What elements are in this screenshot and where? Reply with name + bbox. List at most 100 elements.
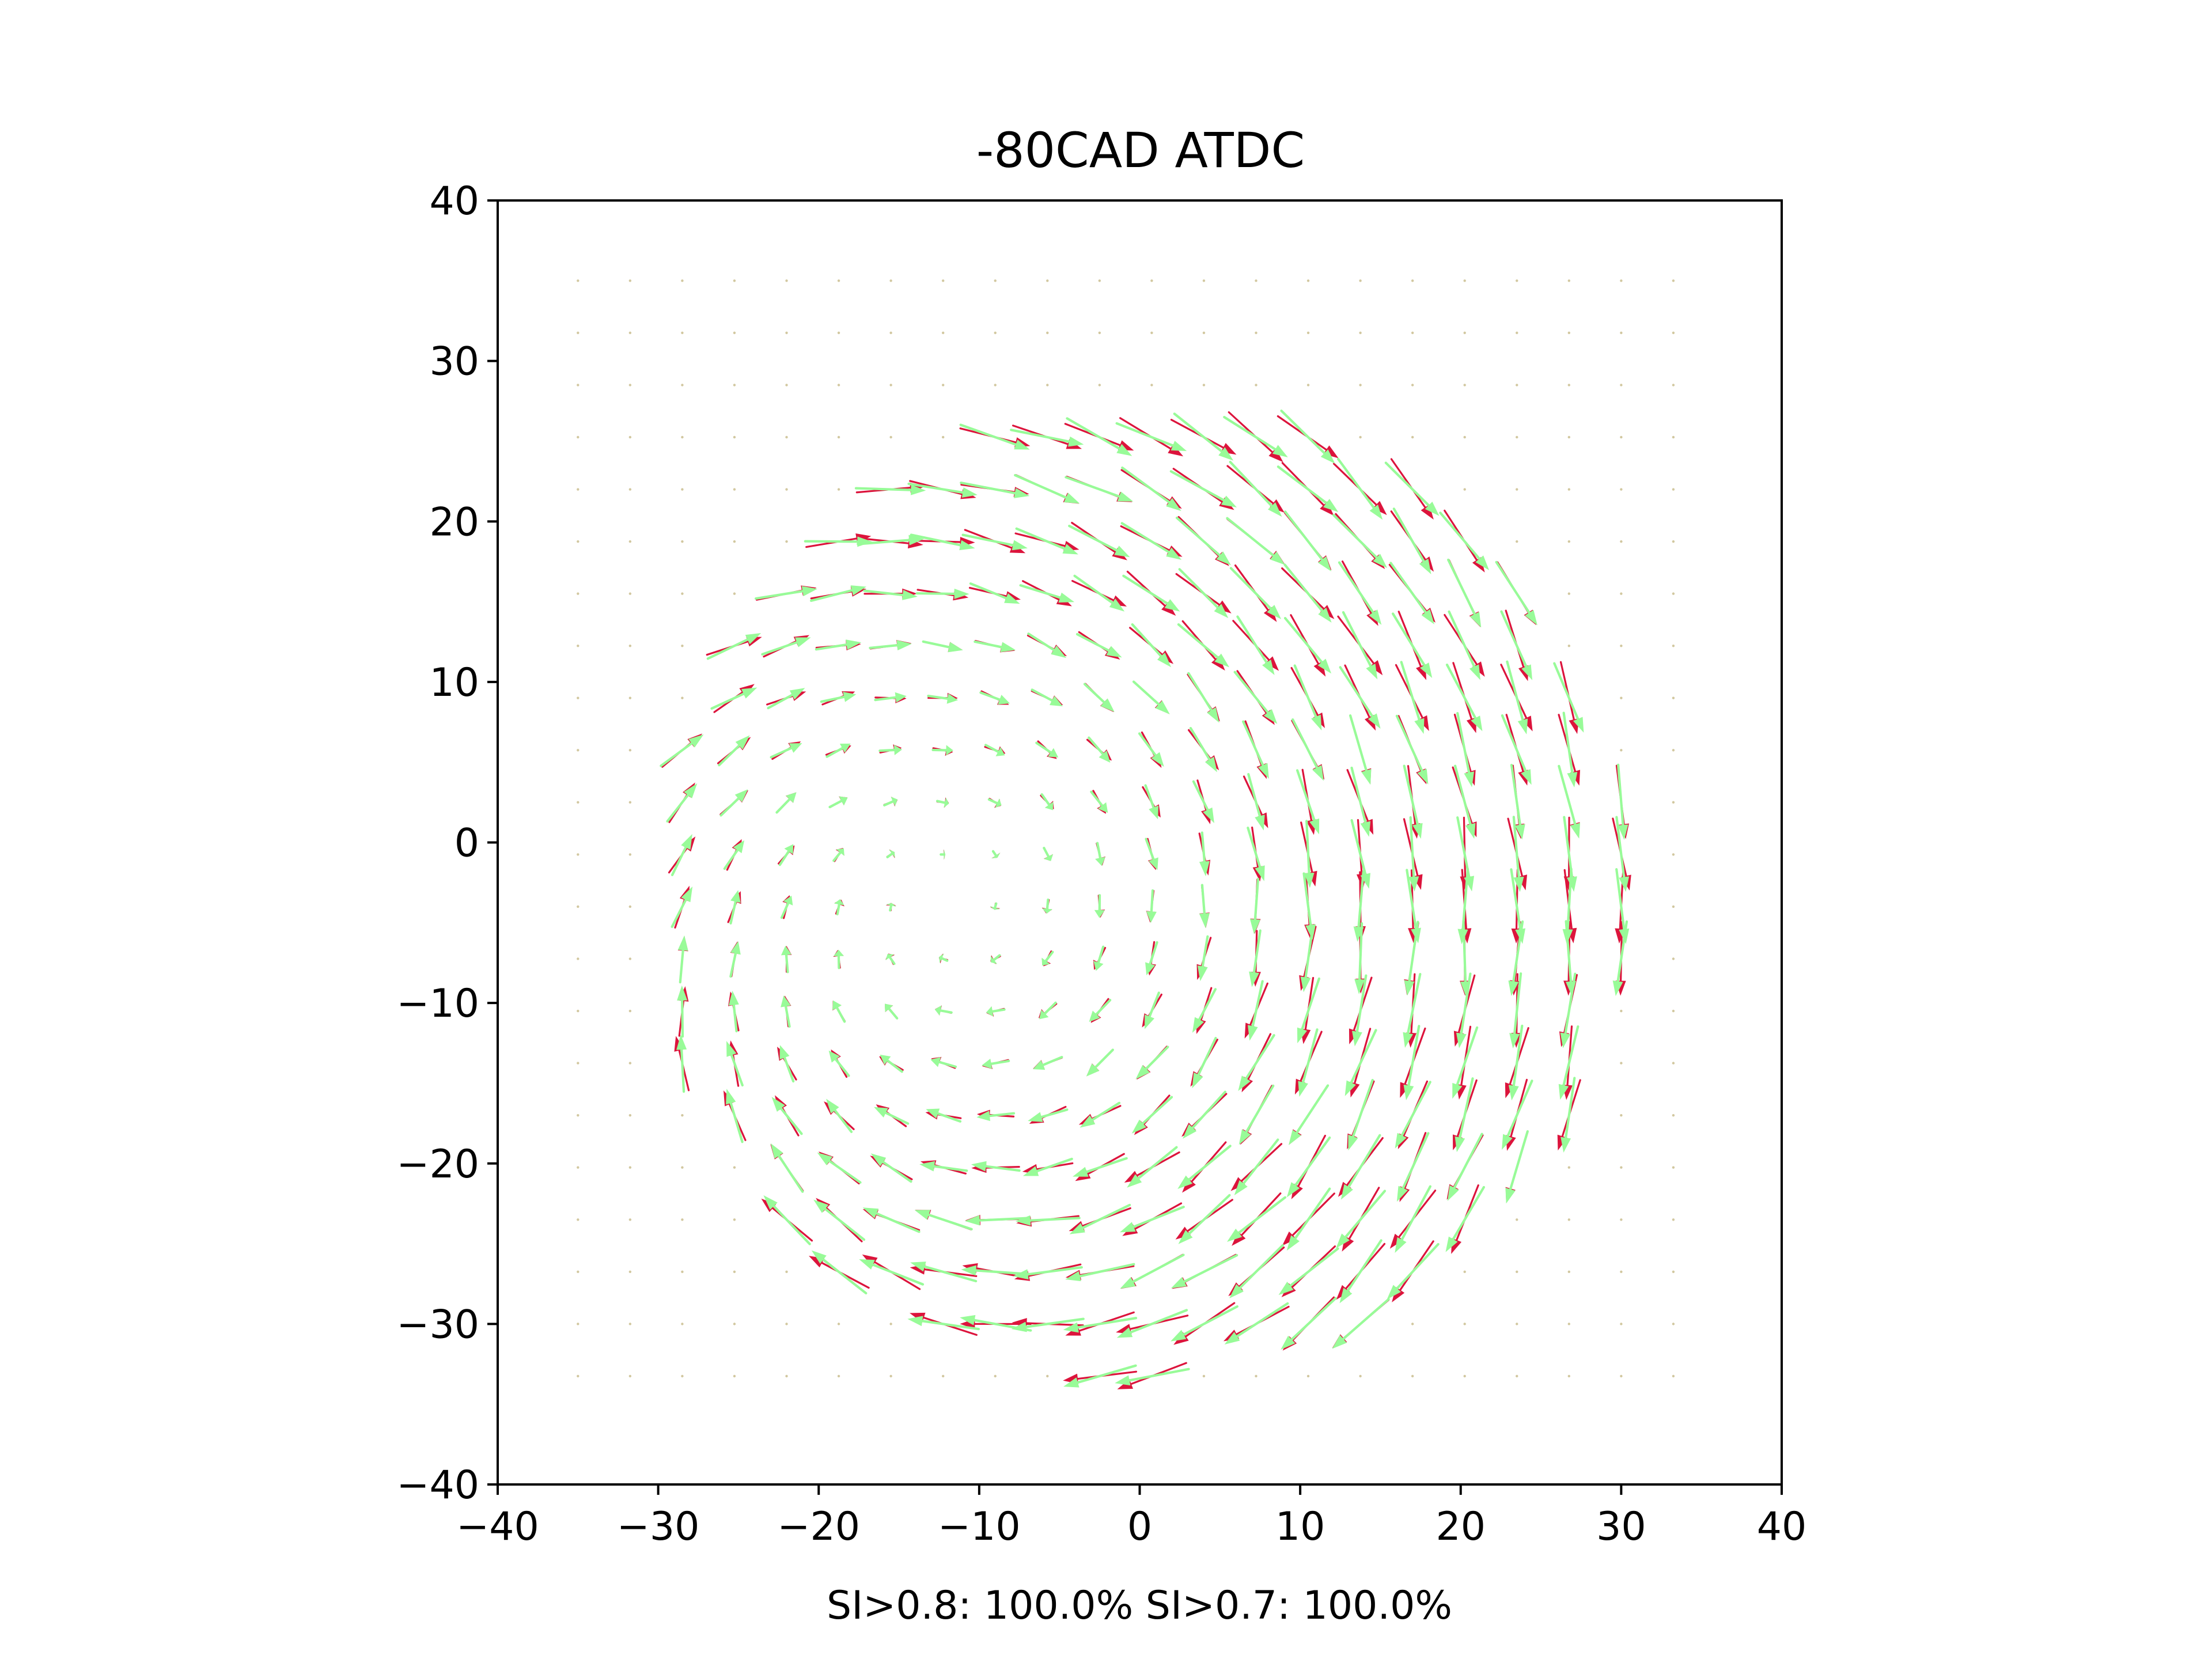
vector-arrow-head bbox=[1320, 449, 1335, 464]
vector-arrow-shaft bbox=[991, 850, 997, 857]
vector-arrow-head bbox=[1361, 768, 1372, 785]
vector-arrow-head bbox=[1505, 1187, 1516, 1204]
vector-arrow-head bbox=[1214, 653, 1230, 668]
vector-arrow-shaft bbox=[1187, 672, 1213, 711]
vector-arrow-shaft bbox=[1075, 632, 1110, 652]
grid-point bbox=[1202, 331, 1206, 335]
grid-point bbox=[733, 488, 736, 491]
grid-point bbox=[1463, 1323, 1466, 1325]
vector-arrow-shaft bbox=[822, 1258, 868, 1295]
vector-arrow-head bbox=[1065, 1271, 1081, 1282]
vector-arrow-shaft bbox=[1115, 422, 1175, 447]
grid-point bbox=[1672, 957, 1675, 960]
vector-arrow-shaft bbox=[1090, 790, 1104, 807]
grid-point bbox=[1672, 853, 1675, 856]
vector-arrow-shaft bbox=[1065, 476, 1120, 498]
vector-arrow-head bbox=[1131, 1119, 1146, 1134]
vector-arrow-shaft bbox=[1025, 1317, 1085, 1328]
vector-arrow-shaft bbox=[1228, 411, 1274, 453]
vector-arrow-shaft bbox=[1027, 1266, 1083, 1276]
vector-arrow-head bbox=[1099, 750, 1111, 763]
vector-arrow-head bbox=[730, 941, 741, 955]
vector-arrow-head bbox=[1216, 600, 1232, 613]
vector-arrow-shaft bbox=[1066, 417, 1120, 450]
vector-arrow-shaft bbox=[923, 1265, 978, 1283]
vector-arrow-shaft bbox=[1177, 623, 1219, 659]
grid-point bbox=[994, 384, 997, 387]
vector-arrow-head bbox=[1014, 440, 1030, 450]
vector-arrow-head bbox=[1332, 1335, 1347, 1349]
vector-arrow-shaft bbox=[1300, 821, 1313, 873]
vector-arrow-shaft bbox=[1229, 567, 1272, 610]
vector-arrow-shaft bbox=[1229, 460, 1273, 507]
vector-arrow-shaft bbox=[820, 695, 846, 703]
grid-point bbox=[1620, 435, 1623, 439]
vector-arrow-shaft bbox=[1015, 527, 1066, 550]
grid-point bbox=[733, 1374, 736, 1378]
vector-arrow-shaft bbox=[1041, 1056, 1063, 1066]
vector-arrow-shaft bbox=[884, 1111, 910, 1125]
vector-arrow-head bbox=[1145, 1014, 1155, 1029]
vector-arrow-shaft bbox=[660, 742, 693, 767]
vector-arrow-shaft bbox=[679, 949, 684, 984]
vector-arrow-shaft bbox=[922, 640, 950, 649]
vector-arrow-head bbox=[1119, 1222, 1136, 1233]
vector-arrow-shaft bbox=[874, 696, 897, 702]
vector-arrow-head bbox=[1419, 662, 1433, 678]
vector-arrow-head bbox=[1109, 599, 1125, 612]
vector-arrow-shaft bbox=[1247, 772, 1262, 817]
vector-arrow-shaft bbox=[805, 537, 858, 548]
vector-arrow-shaft bbox=[874, 1261, 921, 1290]
vector-arrow-head bbox=[1573, 717, 1584, 733]
vector-arrow-head bbox=[934, 1005, 942, 1016]
vector-arrow-shaft bbox=[671, 899, 687, 928]
vector-arrow-head bbox=[1149, 805, 1159, 820]
x-tick-label: 20 bbox=[1435, 1504, 1486, 1550]
vector-arrow-shaft bbox=[821, 1262, 870, 1289]
vector-arrow-head bbox=[1062, 544, 1078, 555]
vector-arrow-shaft bbox=[1510, 764, 1521, 826]
vector-arrow-shaft bbox=[974, 640, 1003, 649]
vector-arrow-shaft bbox=[889, 904, 893, 912]
vector-arrow-head bbox=[1508, 980, 1519, 997]
y-tick-label: 30 bbox=[429, 339, 479, 385]
x-tick-label: −10 bbox=[938, 1504, 1021, 1550]
vector-arrow-head bbox=[1049, 696, 1063, 707]
vector-arrow-head bbox=[1157, 652, 1172, 668]
vector-arrow-shaft bbox=[964, 529, 1013, 549]
vector-arrow-shaft bbox=[991, 1008, 1006, 1013]
vector-arrow-head bbox=[1445, 1236, 1458, 1252]
vector-arrow-head bbox=[1262, 660, 1275, 675]
vector-arrow-shaft bbox=[1409, 816, 1415, 878]
grid-point bbox=[628, 1270, 632, 1274]
vector-arrow-head bbox=[1464, 771, 1475, 787]
vector-arrow-head bbox=[783, 895, 793, 906]
vector-arrow-head bbox=[828, 1050, 840, 1063]
vector-arrow-shaft bbox=[888, 1007, 899, 1020]
vector-arrow-shaft bbox=[1131, 623, 1162, 658]
vector-arrow-shaft bbox=[1616, 920, 1628, 983]
vector-arrow-head bbox=[801, 586, 817, 597]
grid-point bbox=[628, 592, 632, 595]
vector-arrow-head bbox=[944, 797, 949, 808]
vector-arrow-head bbox=[813, 1199, 829, 1213]
vector-arrow-shaft bbox=[1031, 688, 1054, 702]
vector-arrow-head bbox=[960, 1315, 976, 1325]
grid-point bbox=[1620, 696, 1623, 699]
grid-point bbox=[1672, 1166, 1675, 1169]
vector-arrow-shaft bbox=[1291, 718, 1319, 769]
green-vector-series bbox=[660, 410, 1630, 1388]
vector-arrow-shaft bbox=[1091, 1101, 1121, 1121]
grid-point bbox=[785, 1270, 788, 1274]
vector-arrow-head bbox=[1267, 605, 1282, 619]
vector-arrow-head bbox=[995, 798, 1002, 808]
vector-arrow-head bbox=[1469, 612, 1482, 628]
grid-point bbox=[1202, 279, 1206, 282]
vector-arrow-head bbox=[1508, 1085, 1519, 1101]
grid-point bbox=[1567, 384, 1571, 387]
vector-arrow-head bbox=[730, 890, 741, 903]
vector-arrow-shaft bbox=[1197, 1037, 1217, 1076]
vector-arrow-shaft bbox=[1357, 819, 1363, 876]
grid-point bbox=[1463, 1374, 1466, 1378]
vector-arrow-shaft bbox=[1232, 620, 1270, 661]
